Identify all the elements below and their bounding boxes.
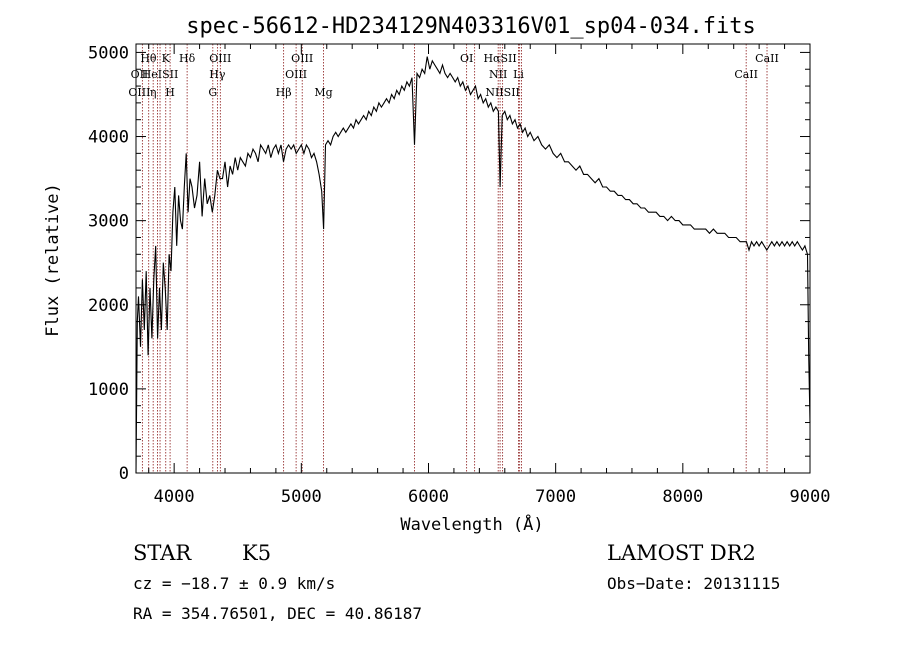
line-label: OIII [128, 86, 150, 99]
x-tick-label: 7000 [535, 487, 576, 507]
line-label: η [150, 86, 157, 99]
y-tick-label: 0 [119, 464, 129, 484]
x-axis-label: Wavelength (Å) [400, 513, 543, 535]
line-label: CaII [755, 52, 779, 65]
x-tick-label: 8000 [662, 487, 703, 507]
line-label: K [162, 52, 171, 65]
line-label: OI [460, 52, 473, 65]
line-label: OIII [291, 52, 313, 65]
line-label: NII [489, 68, 507, 81]
chart-title: spec-56612-HD234129N403316V01_sp04-034.f… [186, 14, 756, 39]
y-tick-label: 5000 [88, 43, 129, 63]
y-axis-label: Flux (relative) [43, 183, 63, 337]
y-tick-label: 4000 [88, 128, 129, 148]
line-label: G [208, 86, 217, 99]
line-label: HeISII [142, 68, 179, 81]
y-tick-label: 3000 [88, 212, 129, 232]
line-label: OIII [285, 68, 307, 81]
line-label: NIISII [485, 86, 520, 99]
line-label: Hβ [276, 86, 292, 99]
y-tick-label: 1000 [88, 380, 129, 400]
object-class: STAR [133, 541, 192, 565]
plot-frame [135, 43, 811, 474]
line-label: Li [513, 68, 524, 81]
line-label: Hγ [209, 68, 226, 81]
line-label: CaII [734, 68, 758, 81]
obs-date: Obs−Date: 20131115 [607, 574, 780, 593]
line-label: OII [131, 68, 149, 81]
line-label: HαSII [483, 52, 516, 65]
line-label: H [165, 86, 175, 99]
line-label: OIII [209, 52, 231, 65]
y-tick-label: 2000 [88, 296, 129, 316]
x-tick-label: 9000 [790, 487, 831, 507]
line-label: Mg [314, 86, 332, 99]
x-tick-label: 6000 [408, 487, 449, 507]
line-label: Hδ [179, 52, 196, 65]
redshift-cz: cz = −18.7 ± 0.9 km/s [133, 574, 335, 593]
survey-name: LAMOST DR2 [607, 541, 756, 565]
spectrum-line [135, 56, 811, 474]
plot-area: 4000 5000 6000 7000 8000 9000 0 1000 2000 3000 400… [88, 43, 830, 507]
x-tick-label: 5000 [281, 487, 322, 507]
x-tick-label: 4000 [154, 487, 195, 507]
subclass: K5 [242, 541, 271, 565]
line-label: Hθ [140, 52, 157, 65]
coordinates: RA = 354.76501, DEC = 40.86187 [133, 604, 422, 623]
